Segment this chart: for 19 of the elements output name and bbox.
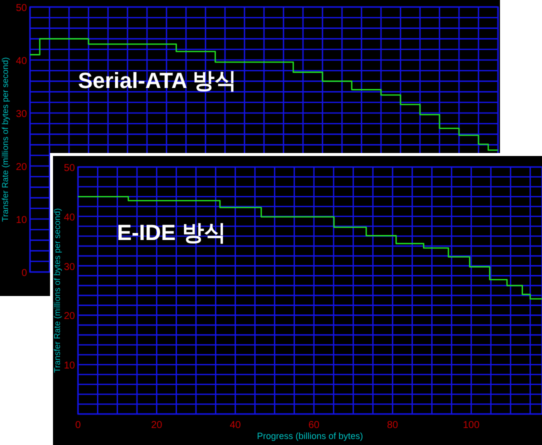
x-tick-label: 40 bbox=[230, 420, 242, 431]
y-tick-label: 50 bbox=[64, 163, 76, 174]
x-tick-label: 80 bbox=[387, 420, 399, 431]
y-tick-label: 30 bbox=[16, 109, 28, 120]
y-tick-label: 10 bbox=[16, 215, 28, 226]
y-tick-label: 20 bbox=[64, 311, 76, 322]
x-tick-label: 60 bbox=[308, 420, 320, 431]
x-tick-label: 20 bbox=[151, 420, 163, 431]
y-tick-label: 40 bbox=[16, 56, 28, 67]
y-axis-title: Transfer Rate (millions of bytes per second) bbox=[0, 57, 10, 222]
x-axis-title: Progress (billions of bytes) bbox=[256, 431, 364, 441]
y-axis-title: Transfer Rate (millions of bytes per second) bbox=[52, 208, 62, 373]
y-tick-label: 30 bbox=[64, 262, 76, 273]
y-tick-label: 0 bbox=[21, 268, 28, 279]
y-tick-label: 20 bbox=[16, 162, 28, 173]
y-tick-label: 10 bbox=[64, 360, 76, 372]
y-tick-label: 50 bbox=[16, 3, 28, 14]
y-tick-label: 40 bbox=[64, 212, 76, 224]
x-tick-label: 100 bbox=[462, 420, 480, 431]
